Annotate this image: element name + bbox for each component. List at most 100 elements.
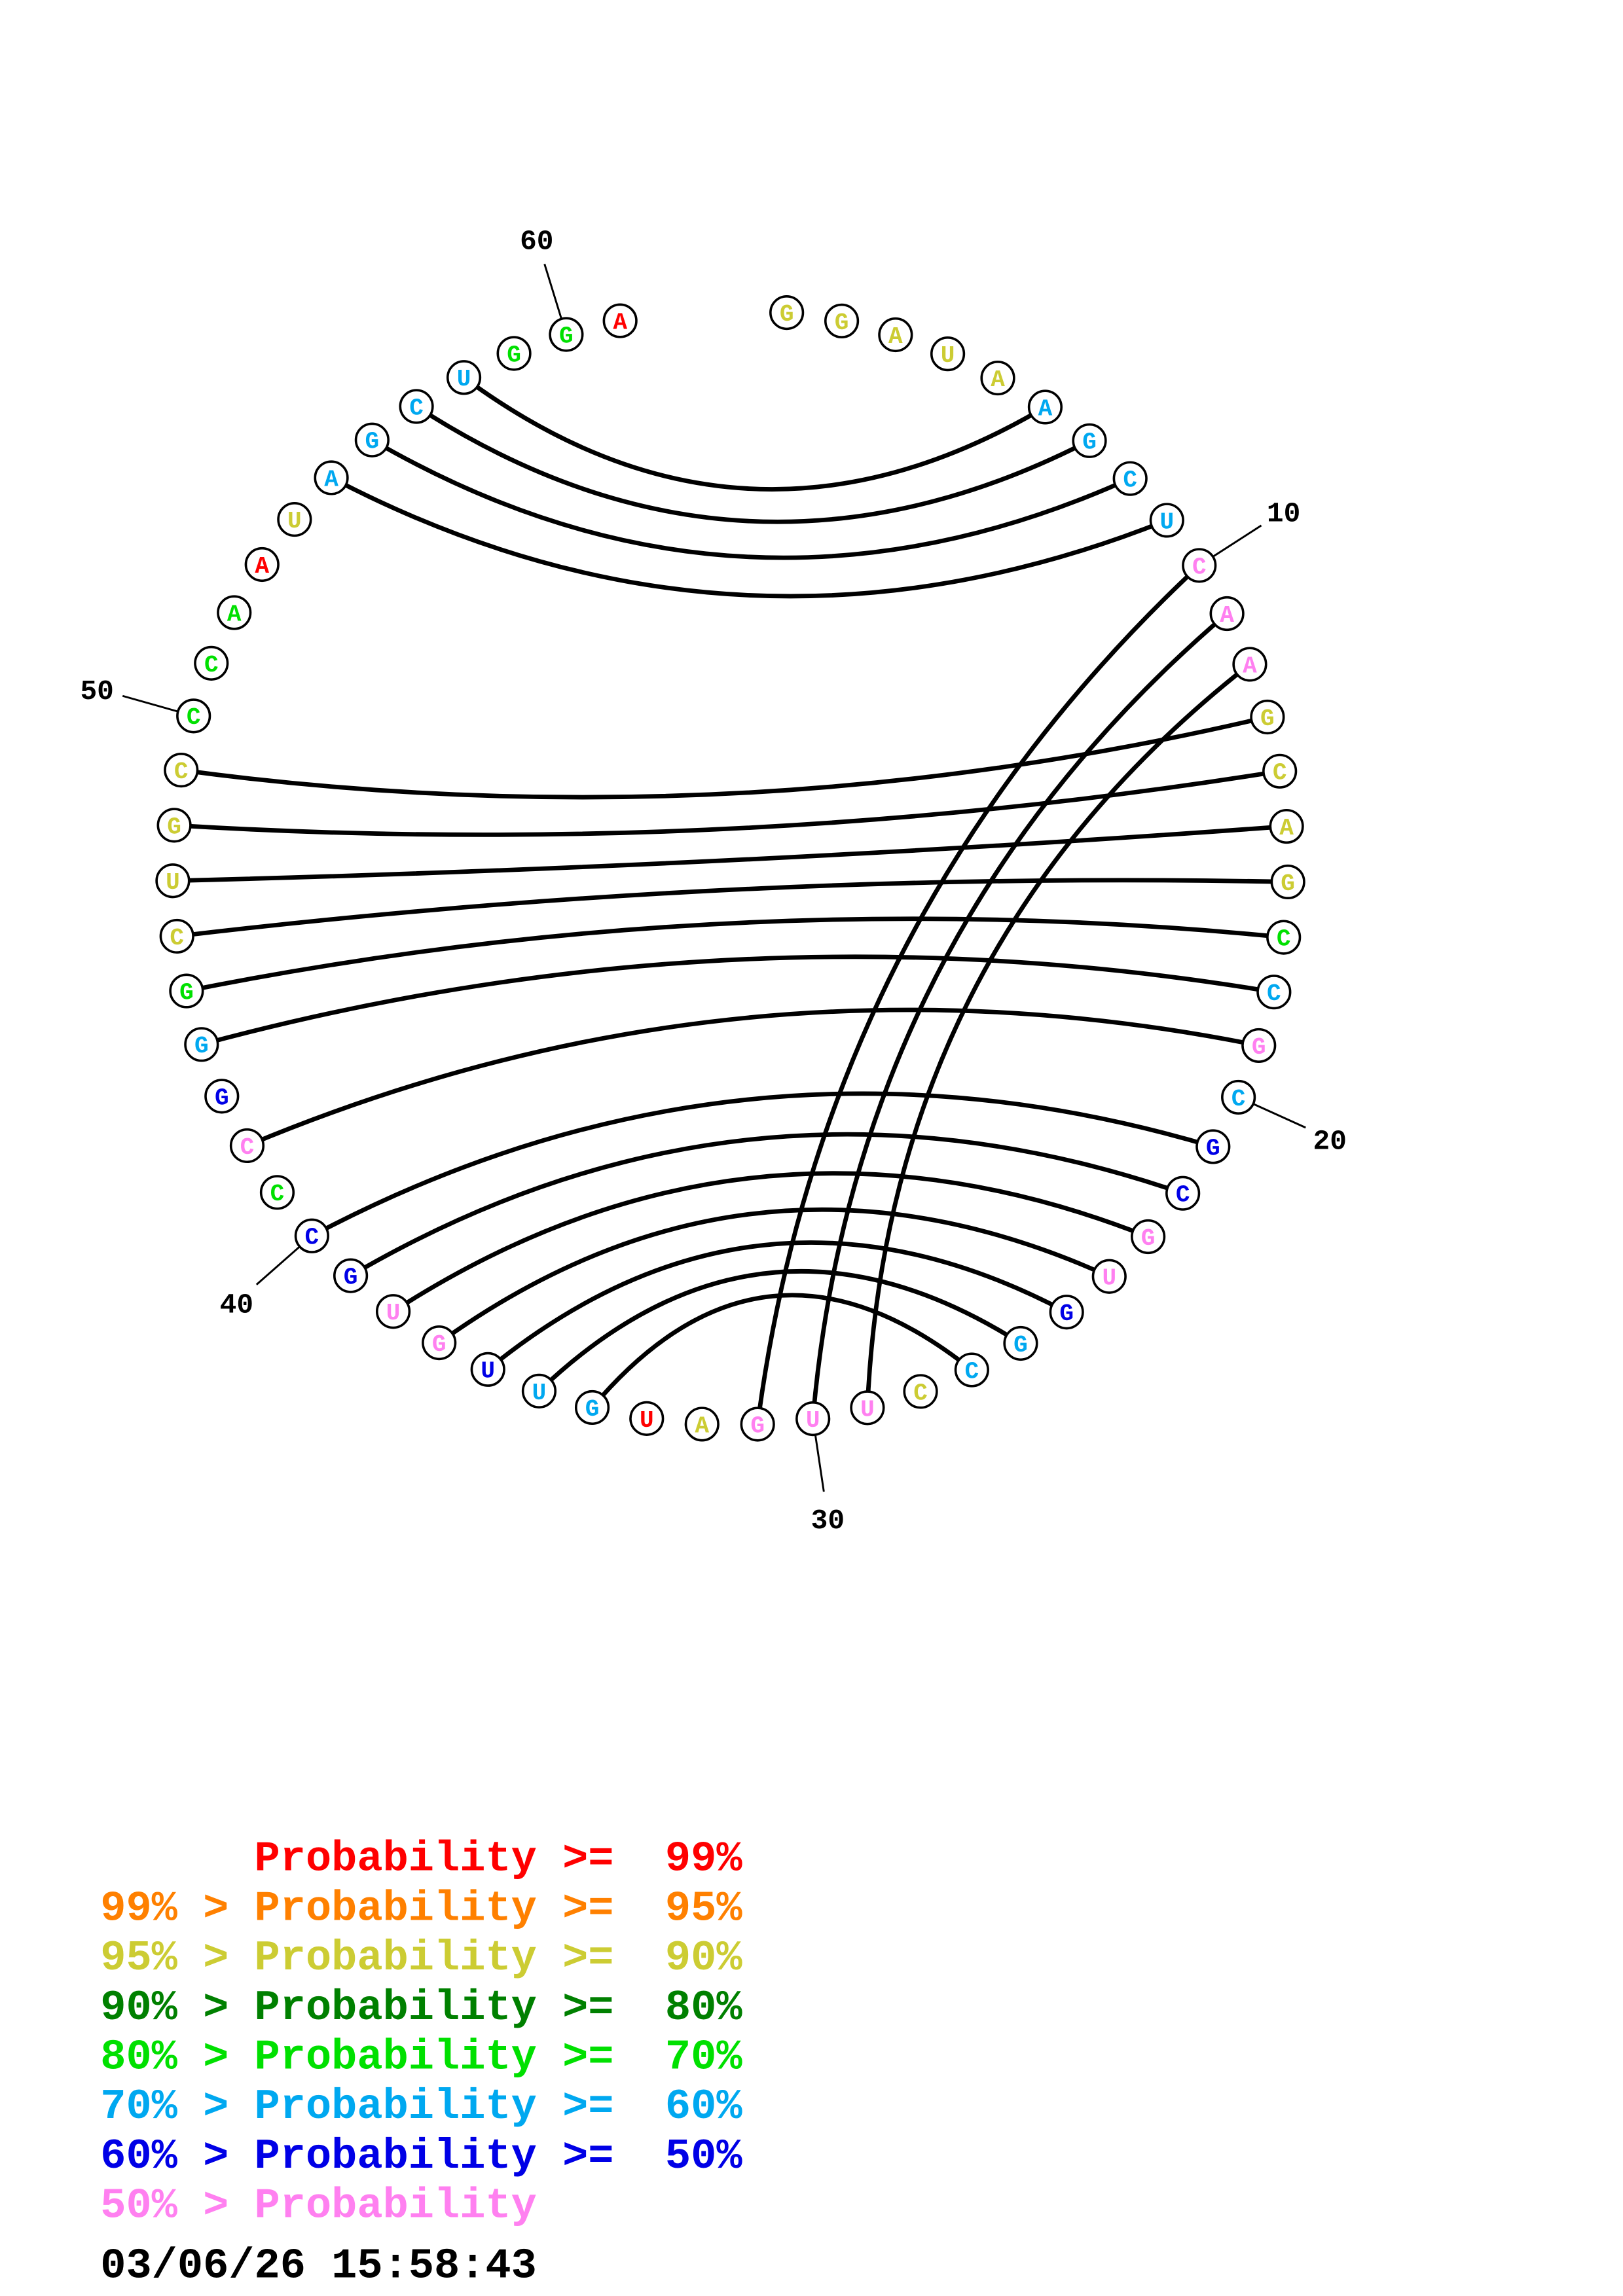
nucleotide-letter: G	[1013, 1332, 1028, 1359]
nucleotide-circle	[496, 336, 532, 371]
nucleotide-letter: G	[559, 323, 574, 350]
position-label: 40	[220, 1289, 253, 1321]
nucleotide-letter: U	[532, 1380, 547, 1407]
nucleotide-circle	[521, 1373, 557, 1408]
nucleotide-circle	[155, 863, 191, 899]
nucleotide-circle	[1270, 864, 1305, 900]
nucleotide-51: C	[194, 645, 229, 681]
nucleotide-circle	[159, 918, 194, 954]
nucleotide-letter: G	[1252, 1034, 1266, 1061]
nucleotide-circle	[903, 1374, 938, 1409]
nucleotide-37: G	[422, 1325, 457, 1361]
nucleotide-circle	[1250, 699, 1285, 735]
base-pair-arc	[181, 715, 1268, 800]
nucleotide-circle	[684, 1407, 720, 1442]
nucleotide-42: C	[229, 1128, 265, 1164]
nucleotide-58: U	[446, 360, 482, 395]
base-pair-arc	[462, 376, 1047, 492]
tick-line	[814, 1434, 825, 1492]
nucleotide-letter: U	[1102, 1265, 1116, 1292]
nucleotide-letter: C	[1123, 467, 1137, 494]
position-label: 60	[520, 225, 553, 257]
nucleotide-53: A	[244, 547, 280, 583]
base-pair-arc	[371, 438, 1131, 560]
nucleotide-circle	[244, 547, 280, 583]
nucleotide-14: C	[1262, 753, 1298, 789]
base-pair-arc	[176, 878, 1288, 939]
nucleotide-18: C	[1256, 975, 1292, 1010]
nucleotide-46: C	[159, 918, 194, 954]
nucleotide-letter: G	[365, 429, 380, 456]
nucleotide-letter: G	[1059, 1300, 1074, 1327]
tick-line	[1212, 524, 1262, 558]
nucleotide-circle	[1241, 1028, 1277, 1064]
nucleotide-27: C	[954, 1352, 989, 1388]
nucleotide-59: G	[496, 336, 532, 371]
nucleotide-31: G	[740, 1407, 775, 1442]
nucleotide-28: C	[903, 1374, 938, 1409]
nucleotide-letter: G	[1082, 429, 1097, 456]
nucleotide-letter: G	[344, 1264, 358, 1291]
nucleotide-circle	[549, 317, 584, 352]
base-pair-arc	[173, 768, 1281, 837]
nucleotide-letter: U	[386, 1300, 401, 1327]
nucleotide-circle	[399, 389, 434, 424]
nucleotide-letter: G	[432, 1331, 447, 1358]
nucleotide-circle	[470, 1352, 505, 1387]
timestamp: 03/06/26 15:58:43	[100, 2242, 537, 2291]
nucleotide-letter: C	[170, 925, 184, 952]
nucleotide-56: G	[354, 422, 390, 457]
tick-line	[543, 263, 562, 319]
nucleotide-letter: G	[750, 1412, 765, 1439]
nucleotide-circle	[1003, 1325, 1038, 1361]
nucleotide-circle	[574, 1390, 610, 1426]
tick-line	[1252, 1103, 1306, 1129]
nucleotide-letter: A	[1038, 395, 1053, 422]
base-pair-arc	[200, 954, 1275, 1047]
nucleotide-circle	[1256, 975, 1292, 1010]
base-pair-arc	[590, 1293, 974, 1409]
nucleotide-letter: C	[204, 652, 219, 679]
nucleotide-10: C	[1182, 548, 1217, 583]
nucleotide-letter: G	[167, 814, 181, 840]
nucleotide-letter: G	[179, 979, 194, 1006]
nucleotide-circle	[1269, 808, 1304, 844]
nucleotide-letter: C	[187, 704, 201, 731]
nucleotide-circle	[1262, 753, 1298, 789]
nucleotide-43: G	[204, 1079, 240, 1114]
nucleotide-letter: C	[1267, 980, 1281, 1007]
nucleotide-letter: C	[965, 1358, 979, 1385]
nucleotide-circle	[878, 317, 913, 353]
nucleotide-circle	[422, 1325, 457, 1361]
nucleotide-19: G	[1241, 1028, 1277, 1064]
base-pair-arc	[486, 1240, 1068, 1371]
nucleotide-29: U	[850, 1390, 885, 1426]
nucleotide-8: C	[1112, 461, 1148, 496]
nucleotide-5: A	[980, 360, 1015, 396]
nucleotide-letter: A	[613, 309, 627, 336]
nucleotide-3: A	[878, 317, 913, 353]
nucleotide-letter: G	[1281, 870, 1295, 897]
nucleotide-circle	[850, 1390, 885, 1426]
nucleotide-23: G	[1131, 1219, 1166, 1255]
base-pair-arc	[865, 662, 1252, 1408]
nucleotide-circle	[954, 1352, 989, 1388]
tick-line	[122, 694, 179, 713]
nucleotide-letter: A	[1243, 653, 1257, 679]
nucleotide-13: G	[1250, 699, 1285, 735]
legend-entry: 95% > Probability >= 90%	[100, 1934, 742, 1982]
nucleotide-9: U	[1149, 503, 1184, 538]
base-pair-arc	[246, 1007, 1260, 1148]
probability-legend: Probability >= 99%99% > Probability >= 9…	[100, 1835, 742, 2231]
nucleotide-44: G	[184, 1027, 219, 1062]
nucleotide-circle	[1027, 389, 1063, 425]
base-pair-arc	[172, 824, 1287, 884]
nucleotide-letter: G	[835, 310, 849, 336]
nucleotide-6: A	[1027, 389, 1063, 425]
nucleotide-circle	[740, 1407, 775, 1442]
nucleotide-circle	[204, 1079, 240, 1114]
nucleotide-letter: C	[1273, 760, 1287, 787]
nucleotide-letter: A	[695, 1412, 709, 1439]
nucleotide-letter: U	[287, 508, 302, 535]
